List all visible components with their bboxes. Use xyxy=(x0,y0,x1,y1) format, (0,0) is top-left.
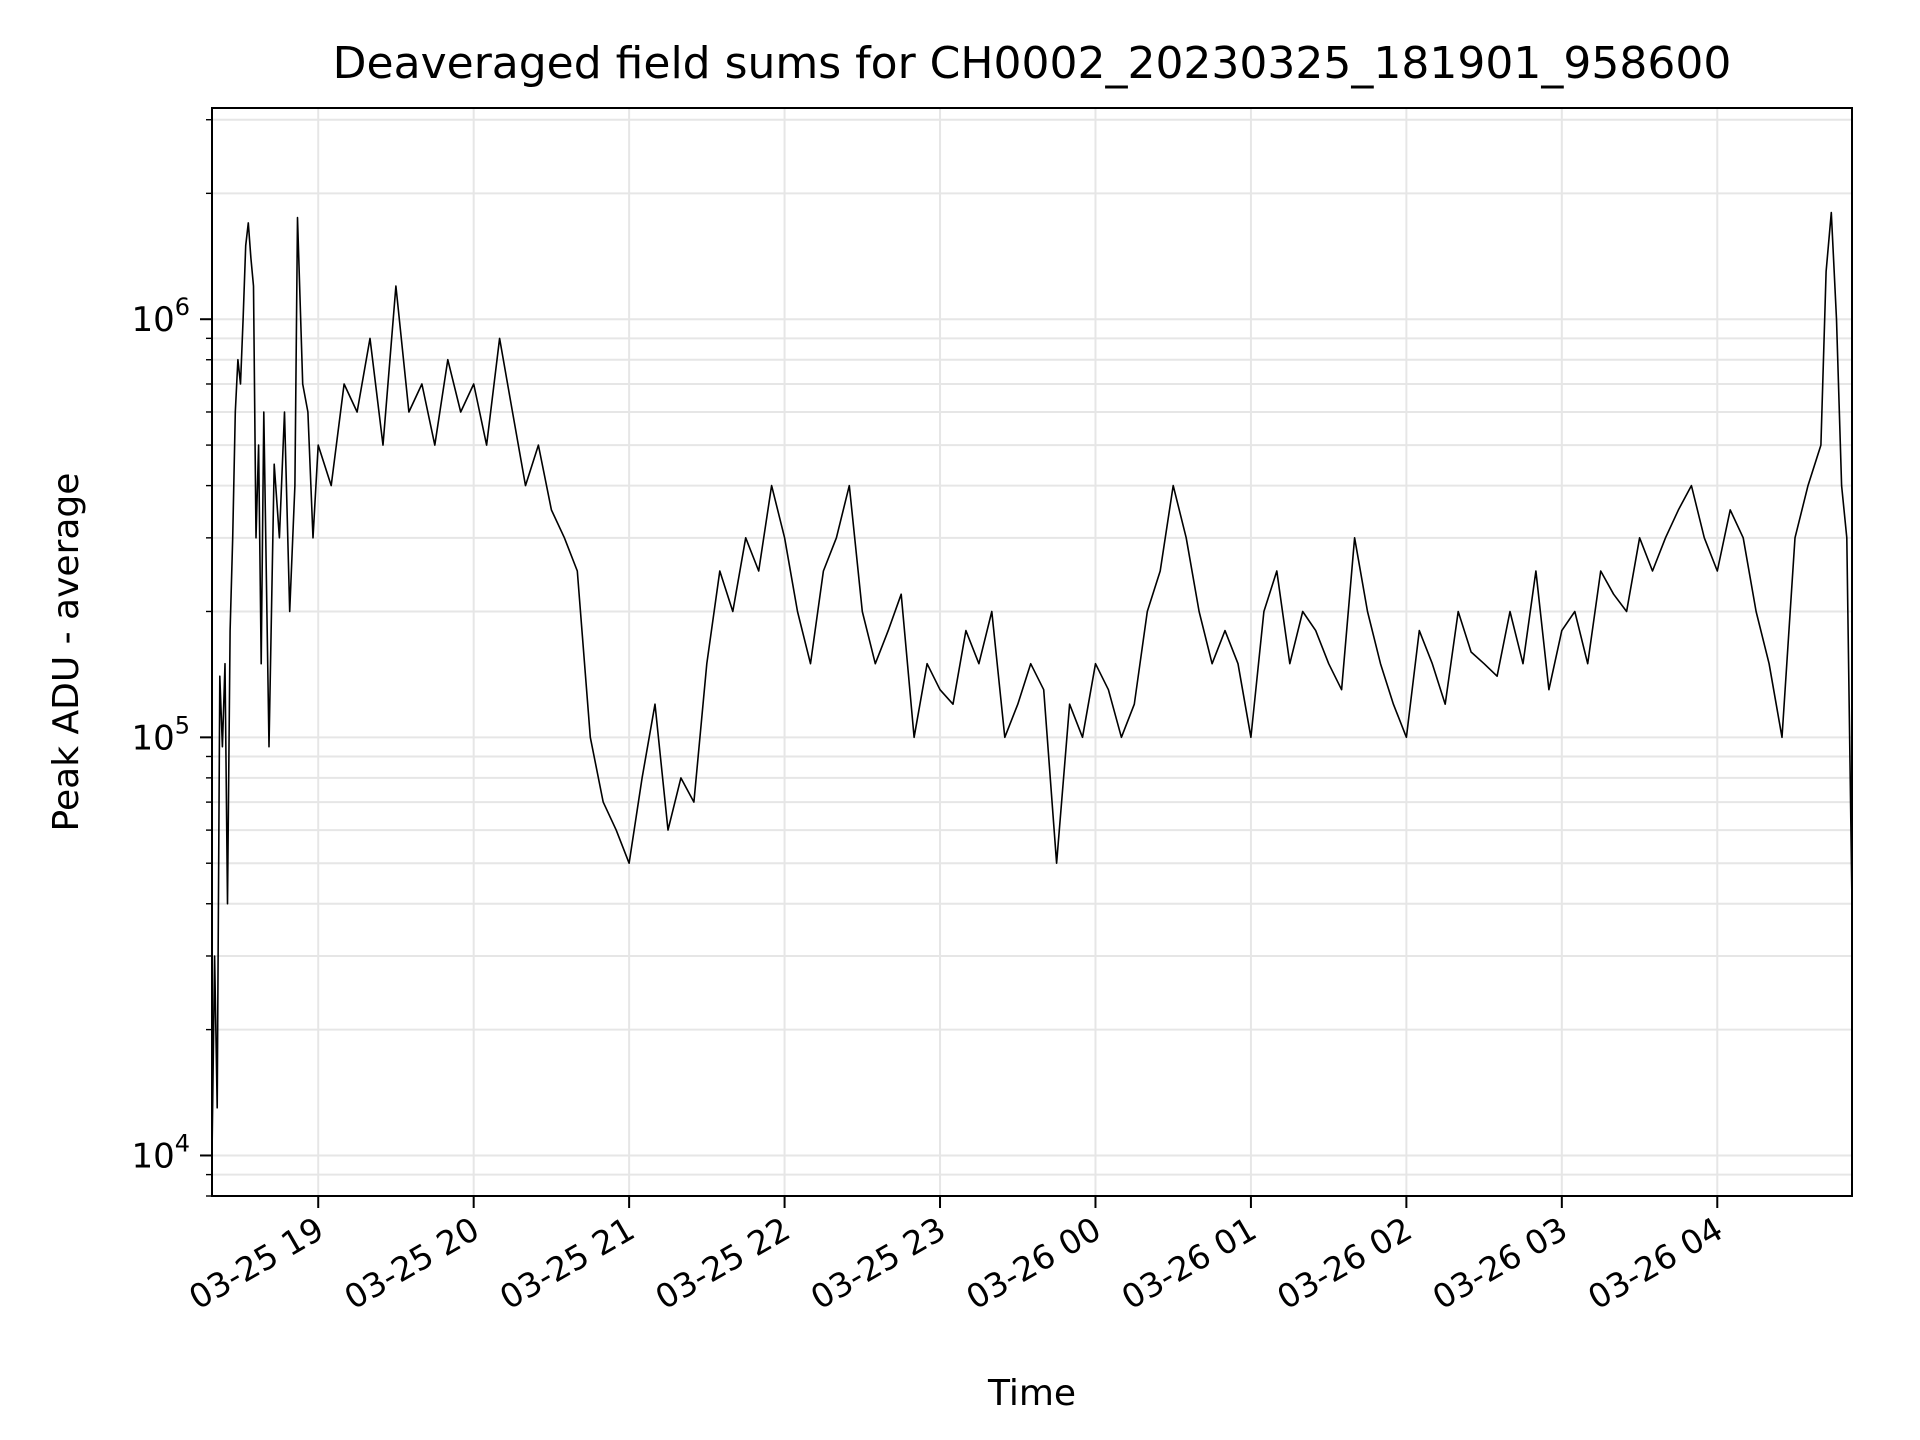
y-tick-exponent: 6 xyxy=(175,293,190,321)
y-tick-base: 10 xyxy=(131,300,174,340)
series-layer xyxy=(211,211,1853,1156)
series-line xyxy=(211,211,1853,1156)
x-axis-label: Time xyxy=(987,1373,1076,1414)
y-tick-label: 105 xyxy=(131,711,190,758)
y-tick-base: 10 xyxy=(131,1136,174,1176)
y-tick-base: 10 xyxy=(131,718,174,758)
grid xyxy=(212,108,1852,1197)
y-tick-exponent: 5 xyxy=(175,711,190,739)
y-tick-label: 106 xyxy=(131,293,190,340)
plot-frame xyxy=(211,107,1853,1197)
y-axis-label: Peak ADU - average xyxy=(46,473,87,832)
y-tick-exponent: 4 xyxy=(175,1129,190,1157)
chart-title: Deaveraged field sums for CH0002_2023032… xyxy=(333,38,1732,89)
y-tick-label: 104 xyxy=(131,1129,190,1176)
